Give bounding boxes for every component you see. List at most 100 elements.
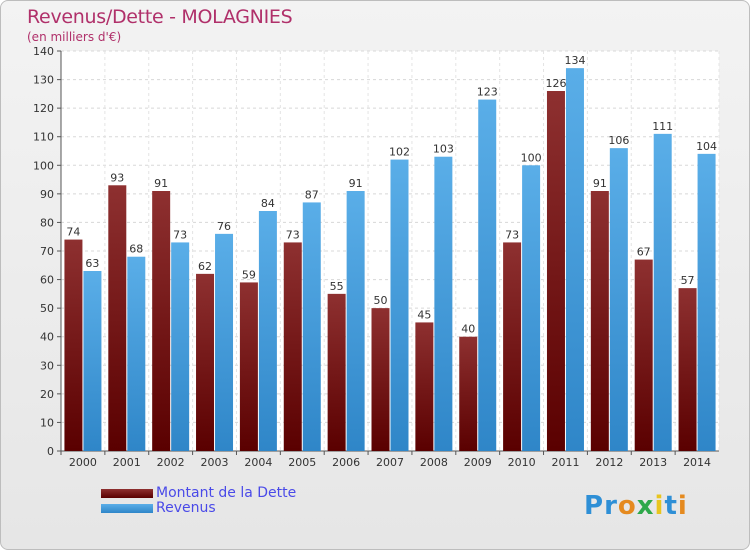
y-tick-label: 70 [40,245,54,258]
y-tick-label: 10 [40,416,54,429]
y-tick-label: 90 [40,188,54,201]
bar-dette [546,91,565,451]
y-tick-label: 0 [47,445,54,458]
chart-title: Revenus/Dette - MOLAGNIES [27,6,293,28]
x-tick-label: 2008 [420,456,448,469]
grid-lines [60,50,720,452]
x-tick-label: 2001 [113,456,141,469]
data-labels: 74 63 93 68 91 73 62 76 59 84 73 87 55 91 50 102 45 103 40… [66,54,717,336]
data-label-dette: 57 [681,274,695,287]
logo-letter: r [604,491,618,521]
bar-dette [459,336,478,451]
data-label-dette: 93 [110,171,124,184]
logo-letter: t [664,491,678,521]
y-tick-label: 100 [33,159,54,172]
logo-letter: i [677,491,688,521]
legend-label-dette: Montant de la Dette [156,485,297,501]
x-tick-label: 2000 [69,456,97,469]
bar-revenus [609,148,628,451]
data-label-dette: 62 [198,260,212,273]
data-label-dette: 40 [461,323,475,336]
data-label-revenus: 87 [305,188,319,201]
data-label-revenus: 84 [261,197,275,210]
bar-dette [503,242,522,451]
logo-letter: o [617,491,637,521]
x-tick-label: 2002 [157,456,185,469]
bar-revenus [302,202,321,451]
x-tick-label: 2011 [551,456,579,469]
bar-dette [108,185,127,452]
data-label-revenus: 104 [696,140,717,153]
data-label-revenus: 134 [564,54,585,67]
axes: 0 10 20 30 40 50 60 70 80 90 100 110 120 130 140 2000 20… [33,45,719,469]
bar-revenus [390,159,409,452]
bar-dette [371,308,390,451]
data-label-dette: 126 [545,77,566,90]
data-label-dette: 73 [286,228,300,241]
data-label-revenus: 106 [608,134,629,147]
y-tick-label: 130 [33,74,54,87]
proxiti-logo: Proxiti [584,491,688,521]
y-tick-label: 110 [33,131,54,144]
y-tick-label: 40 [40,331,54,344]
data-label-dette: 74 [66,226,80,239]
data-label-revenus: 68 [129,243,143,256]
bar-revenus [127,256,146,451]
x-tick-label: 2006 [332,456,360,469]
data-label-revenus: 100 [521,151,542,164]
data-label-dette: 67 [637,246,651,259]
legend-swatch-dette [101,489,153,498]
x-tick-label: 2004 [244,456,272,469]
data-label-revenus: 102 [389,146,410,159]
y-tick-label: 50 [40,302,54,315]
x-tick-label: 2013 [639,456,667,469]
legend-swatch-revenus [101,504,153,513]
bar-dette [152,191,171,451]
bar-revenus [171,242,190,451]
data-label-dette: 91 [593,177,607,190]
bars [64,68,716,452]
data-label-dette: 50 [374,294,388,307]
data-label-revenus: 123 [477,86,498,99]
bar-revenus [697,153,716,451]
bar-revenus [522,165,541,452]
logo-letter: x [636,491,655,521]
x-tick-label: 2014 [683,456,711,469]
bar-revenus [258,211,277,451]
bar-revenus [565,68,584,452]
y-tick-label: 60 [40,274,54,287]
legend-label-revenus: Revenus [156,500,216,516]
bar-dette [196,273,215,451]
data-label-revenus: 111 [652,120,673,133]
bar-dette [415,322,434,451]
bar-revenus [215,233,234,451]
bar-dette [327,293,346,451]
data-label-revenus: 63 [85,257,99,270]
bar-revenus [653,133,672,451]
bar-chart: 0 10 20 30 40 50 60 70 80 90 100 110 120 130 140 2000 20… [33,45,720,469]
x-tick-label: 2010 [508,456,536,469]
x-tick-label: 2007 [376,456,404,469]
y-tick-label: 30 [40,359,54,372]
bar-dette [678,288,697,451]
y-tick-label: 80 [40,216,54,229]
data-label-dette: 73 [505,228,519,241]
y-tick-label: 20 [40,388,54,401]
data-label-dette: 91 [154,177,168,190]
x-tick-label: 2005 [288,456,316,469]
data-label-revenus: 103 [433,143,454,156]
y-tick-label: 120 [33,102,54,115]
data-label-dette: 55 [330,280,344,293]
bar-revenus [83,271,102,451]
data-label-revenus: 76 [217,220,231,233]
bar-dette [283,242,302,451]
chart-subtitle: (en milliers d'€) [27,30,122,44]
y-tick-label: 140 [33,45,54,58]
bar-revenus [478,99,497,452]
data-label-revenus: 73 [173,228,187,241]
bar-dette [634,259,653,451]
x-tick-label: 2003 [201,456,229,469]
logo-letter: i [654,491,665,521]
bar-dette [239,282,258,451]
